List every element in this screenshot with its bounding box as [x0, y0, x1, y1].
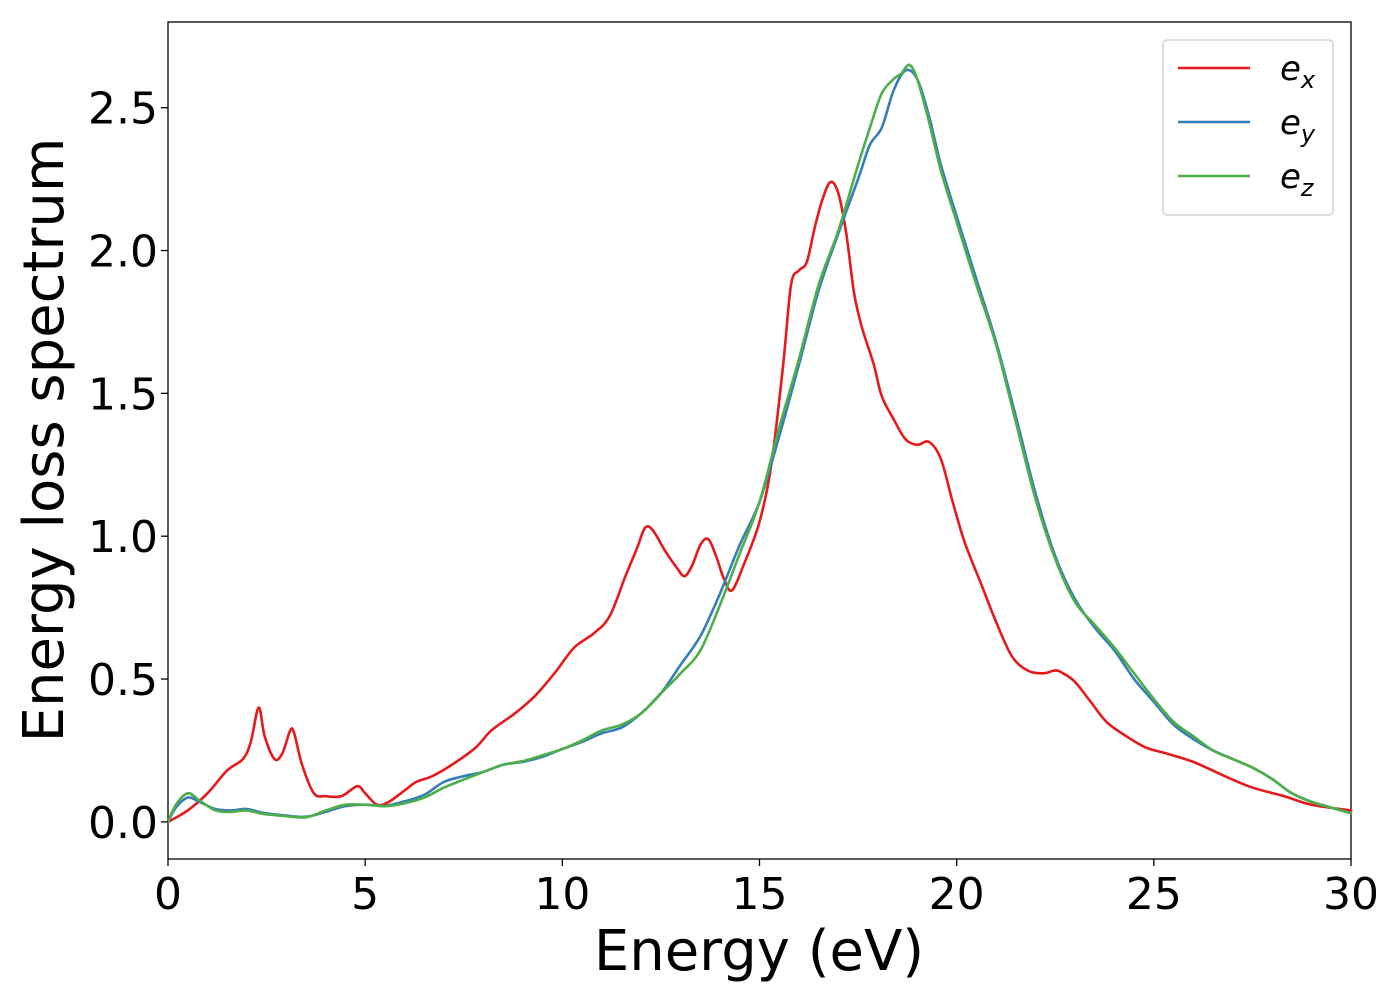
series-line-z: [166, 63, 1353, 824]
legend-label-x: ex: [1280, 49, 1316, 94]
y-axis-title: Energy loss spectrum: [12, 138, 77, 743]
x-tick-label: 0: [154, 869, 182, 920]
y-tick-label: 1.0: [88, 512, 158, 563]
x-tick-label: 25: [1126, 869, 1182, 920]
y-tick-label: 0.5: [88, 655, 158, 706]
series-layer: [166, 63, 1353, 824]
x-tick-label: 20: [929, 869, 985, 920]
y-tick-label: 2.5: [88, 84, 158, 135]
x-axis: 0 5 10 15 20 25 30: [154, 859, 1379, 920]
legend-label-z: ez: [1280, 157, 1315, 202]
x-tick-label: 10: [534, 869, 590, 920]
y-axis: 0.0 0.5 1.0 1.5 2.0 2.5: [88, 84, 168, 849]
legend-entries: ex ey ez: [1178, 49, 1316, 202]
legend: ex ey ez: [1162, 39, 1334, 216]
y-tick-label: 0.0: [88, 798, 158, 849]
x-tick-label: 5: [351, 869, 379, 920]
y-tick-label: 2.0: [88, 227, 158, 278]
x-axis-title: Energy (eV): [594, 919, 924, 984]
series-line-y: [166, 68, 1353, 824]
legend-box: [1162, 39, 1334, 216]
y-tick-label: 1.5: [88, 369, 158, 420]
legend-label-y: ey: [1280, 103, 1316, 148]
x-tick-label: 30: [1323, 869, 1379, 920]
x-tick-label: 15: [732, 869, 788, 920]
